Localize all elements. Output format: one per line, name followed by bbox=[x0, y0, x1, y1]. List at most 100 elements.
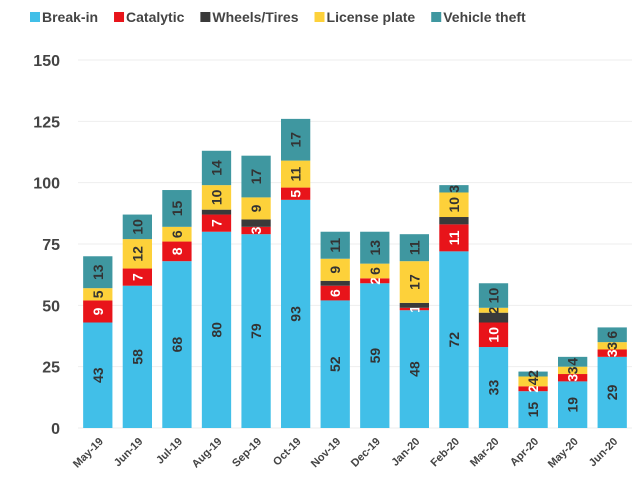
data-label: 10 bbox=[486, 327, 502, 343]
bar-segment bbox=[558, 374, 588, 382]
legend-swatch bbox=[30, 12, 40, 22]
x-tick-label: Jun-20 bbox=[587, 436, 621, 470]
bar-segment bbox=[558, 356, 588, 367]
data-label: 10 bbox=[129, 219, 145, 235]
bar-segment bbox=[122, 214, 152, 240]
bar-segment bbox=[439, 251, 469, 428]
bar-segment bbox=[518, 376, 548, 387]
data-label: 4 bbox=[525, 377, 541, 385]
data-label: 10 bbox=[486, 288, 502, 304]
data-label: 14 bbox=[209, 160, 225, 176]
x-tick-label: Jun-19 bbox=[112, 436, 146, 470]
bar-segment bbox=[518, 391, 548, 428]
data-label: 9 bbox=[248, 204, 264, 212]
data-label: 2 bbox=[525, 385, 541, 393]
bar-segment bbox=[122, 285, 152, 428]
data-label: 17 bbox=[288, 132, 304, 148]
bar-segment bbox=[439, 185, 469, 193]
data-label: 2 bbox=[525, 370, 541, 378]
legend-swatch bbox=[114, 12, 125, 22]
legend-label: Catalytic bbox=[126, 9, 185, 25]
bar-segment bbox=[478, 307, 509, 313]
bar-segment bbox=[281, 118, 311, 161]
data-label: 8 bbox=[169, 247, 185, 255]
x-tick-label: Mar-20 bbox=[468, 436, 502, 470]
legend-swatch bbox=[314, 12, 325, 22]
x-tick-label: Feb-20 bbox=[428, 436, 462, 470]
data-label: 48 bbox=[406, 361, 422, 377]
data-label: 12 bbox=[129, 246, 145, 262]
bar-segment bbox=[122, 239, 152, 269]
bar-segment bbox=[201, 214, 232, 232]
bar-segment bbox=[439, 192, 469, 218]
data-label: 2 bbox=[367, 277, 383, 285]
legend-swatch bbox=[200, 12, 211, 22]
x-tick-label: Jul-19 bbox=[154, 436, 185, 467]
bar-segment bbox=[281, 199, 311, 428]
data-label: 11 bbox=[406, 240, 422, 255]
bar-segment bbox=[439, 217, 469, 225]
bar-segment bbox=[241, 155, 271, 198]
data-label: 10 bbox=[209, 189, 225, 205]
bar-segment bbox=[439, 224, 469, 252]
bar-segment bbox=[83, 322, 113, 428]
data-label: 3 bbox=[248, 226, 264, 234]
data-label: 3 bbox=[565, 366, 581, 374]
data-label: 3 bbox=[446, 185, 462, 193]
data-label: 29 bbox=[604, 384, 620, 400]
data-label: 9 bbox=[327, 266, 343, 274]
bar-segment bbox=[83, 300, 113, 323]
data-label: 5 bbox=[90, 290, 106, 298]
bar-segment bbox=[518, 371, 548, 377]
bar-segment bbox=[597, 327, 627, 343]
bar-segment bbox=[122, 268, 152, 286]
bar-segment bbox=[241, 234, 271, 428]
data-label: 6 bbox=[604, 331, 620, 339]
bar-segment bbox=[399, 261, 429, 303]
data-label: 3 bbox=[604, 342, 620, 350]
data-label: 3 bbox=[565, 374, 581, 382]
bar-segment bbox=[478, 347, 509, 428]
bar-segment bbox=[281, 187, 311, 200]
bar-segment bbox=[478, 322, 509, 348]
bar-segment bbox=[558, 366, 588, 375]
data-label: 17 bbox=[406, 274, 422, 290]
data-label: 11 bbox=[288, 166, 304, 181]
bar-segment bbox=[597, 349, 627, 357]
bar-segment bbox=[162, 226, 192, 242]
data-label: 2 bbox=[486, 306, 502, 314]
bar-segment bbox=[201, 231, 232, 428]
bar-segment bbox=[162, 190, 192, 227]
bar-segment bbox=[241, 226, 271, 235]
bar-segment bbox=[399, 234, 429, 262]
data-label: 43 bbox=[90, 367, 106, 383]
data-label: 58 bbox=[129, 349, 145, 365]
bar-segment bbox=[558, 381, 588, 428]
bar-segment bbox=[320, 280, 350, 286]
bar-segment bbox=[83, 288, 113, 301]
data-label: 7 bbox=[209, 219, 225, 227]
legend-label: Vehicle theft bbox=[443, 9, 526, 25]
data-label: 19 bbox=[565, 397, 581, 413]
bar-segment bbox=[320, 231, 350, 259]
data-label: 6 bbox=[327, 289, 343, 297]
data-label: 13 bbox=[90, 264, 106, 280]
bar-segment bbox=[597, 342, 627, 350]
data-label: 15 bbox=[525, 402, 541, 418]
y-tick-label: 150 bbox=[33, 53, 60, 70]
x-tick-label: Apr-20 bbox=[508, 436, 541, 469]
y-tick-label: 125 bbox=[33, 114, 60, 131]
bar-segment bbox=[83, 256, 113, 289]
data-label: 1 bbox=[406, 305, 422, 313]
bar-segment bbox=[201, 185, 232, 210]
x-tick-label: Dec-19 bbox=[349, 436, 383, 470]
legend-label: Break-in bbox=[42, 9, 98, 25]
x-tick-label: Nov-19 bbox=[309, 436, 343, 470]
data-label: 68 bbox=[169, 337, 185, 353]
bar-segment bbox=[360, 231, 390, 264]
data-label: 17 bbox=[248, 169, 264, 185]
bar-segment bbox=[399, 307, 429, 311]
data-label: 15 bbox=[169, 200, 185, 216]
x-tick-label: May-19 bbox=[71, 436, 106, 471]
